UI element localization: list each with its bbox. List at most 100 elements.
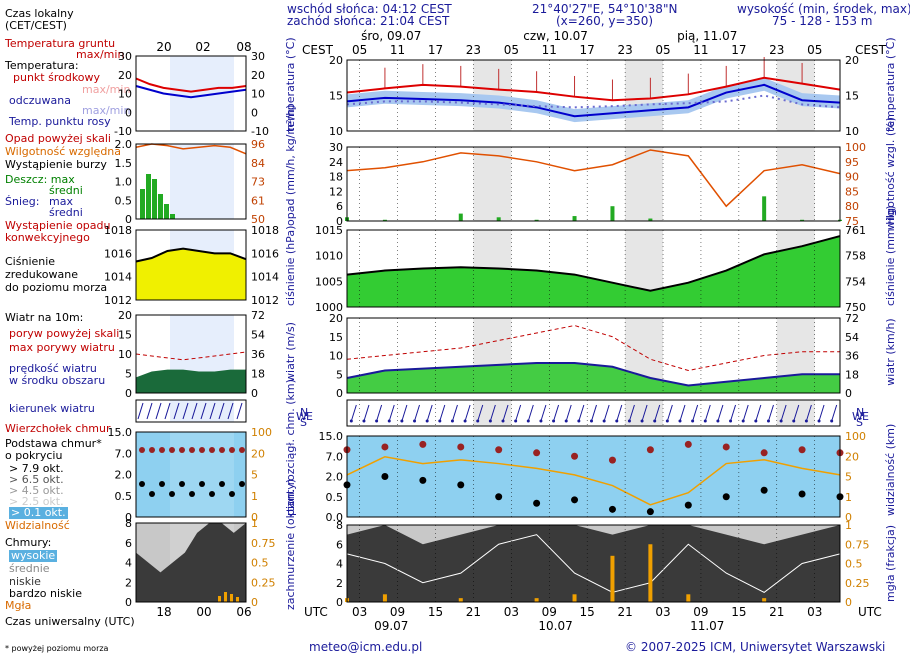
- small-cloud-top-dot: [139, 447, 145, 453]
- cloud-base-dot: [419, 476, 427, 484]
- small-cloud-base-dot: [219, 481, 225, 487]
- clouds-label: Chmury:: [5, 536, 52, 549]
- tick-label-right: 20: [845, 54, 859, 67]
- small-wind-arrow: [173, 402, 180, 420]
- wind-mean-label: prędkość wiatru: [9, 362, 97, 375]
- wind-arrow-head: [653, 419, 657, 423]
- cloud-base-dot: [495, 493, 503, 501]
- wind-arrow: [666, 404, 673, 422]
- cloud-base-dot: [571, 496, 579, 504]
- cloud-base-dot: [722, 493, 730, 501]
- small-tick-right: 100: [251, 426, 272, 439]
- local-hour-label: 23: [466, 43, 481, 57]
- small-tick-right: 72: [251, 309, 265, 322]
- tick-label-left: 20: [329, 54, 343, 67]
- compass-s-left: S: [300, 416, 307, 429]
- cloud-base-label2: o pokryciu: [5, 449, 63, 462]
- tick-label-left: 12: [329, 185, 343, 198]
- panel-frame-temp: [346, 59, 841, 132]
- tick-label-right: 0: [845, 387, 852, 400]
- fog-bar: [610, 555, 615, 602]
- small-tick-right: 73: [251, 176, 265, 189]
- wind-arrow-head: [830, 419, 834, 423]
- clouds-low-label: niskie: [9, 575, 41, 588]
- wind-arrow: [502, 404, 509, 422]
- small-tick-left: 0: [125, 596, 132, 609]
- wind-arrow-head: [754, 419, 758, 423]
- wind-arrow: [818, 404, 825, 422]
- rain-mid-label: średni: [49, 184, 83, 197]
- visibility-line: [346, 455, 841, 506]
- clouds-medium-label: średnie: [9, 562, 50, 575]
- small-tick-left: 1018: [104, 224, 132, 237]
- tick-label-left: 0: [336, 387, 343, 400]
- fog-bar: [648, 544, 653, 602]
- small-tick-right: 20: [251, 447, 265, 460]
- wind-arrow-head: [552, 419, 556, 423]
- panel-frame-cb: [346, 435, 841, 518]
- temp-label: Temperatura:: [5, 59, 79, 72]
- wind-arrow-head: [678, 419, 682, 423]
- tick-label-left: 8: [336, 519, 343, 532]
- small-pressure-line: [135, 247, 247, 263]
- gust-above-label: poryw powyżej skali: [9, 327, 120, 340]
- wind-arrow: [363, 404, 370, 422]
- wind-arrow: [730, 404, 737, 422]
- precip-bar: [648, 218, 653, 221]
- wind-arrow: [578, 404, 585, 422]
- small-tick-left: -10: [114, 125, 132, 138]
- compass-w-left: W: [296, 410, 307, 423]
- small-tick-left: 10: [118, 88, 132, 101]
- small-tick-left: 0: [125, 387, 132, 400]
- fog-bar: [686, 594, 691, 602]
- tick-label-right: 758: [845, 250, 866, 263]
- panel-frame-cl: [346, 524, 841, 603]
- small-cloud-top-dot: [239, 447, 245, 453]
- utc-label-left: UTC: [304, 605, 328, 619]
- temp-mid-label: punkt środkowy: [13, 71, 101, 84]
- okt5-label: > 0.1 okt.: [9, 506, 68, 519]
- utc-hour-label: 09: [390, 605, 405, 619]
- tick-label-right: 0.75: [845, 538, 870, 551]
- wind-arrow-head: [400, 419, 404, 423]
- small-top-hour: 08: [236, 40, 251, 54]
- utc-hour-label: 15: [580, 605, 595, 619]
- local-hour-label: 11: [390, 43, 405, 57]
- day-label-top: pią, 11.07: [677, 29, 737, 43]
- wind-arrow: [767, 404, 774, 422]
- night-band: [625, 60, 664, 131]
- night-band: [625, 147, 664, 221]
- fog-bar: [534, 598, 539, 602]
- tick-label-right: 80: [845, 200, 859, 213]
- local-hour-label: 05: [352, 43, 367, 57]
- humidity-line: [346, 149, 841, 208]
- wind-arrow-head: [564, 419, 568, 423]
- small-tick-right: 0.75: [251, 537, 276, 550]
- contact-email[interactable]: meteo@icm.edu.pl: [309, 640, 423, 654]
- tick-label-right: 1: [845, 491, 852, 504]
- wind-arrow-head: [766, 419, 770, 423]
- tick-label-right: 95: [845, 156, 859, 169]
- wind-arrow: [641, 404, 648, 422]
- panel-bg-cb: [347, 436, 840, 517]
- wind-arrow: [603, 404, 610, 422]
- small-wind-arrow: [137, 402, 144, 420]
- precip-bar: [800, 219, 805, 221]
- small-cloud-top-dot: [149, 447, 155, 453]
- wind-arrow: [489, 404, 496, 422]
- precip-bar: [572, 216, 577, 221]
- tick-label-left: 0: [336, 596, 343, 609]
- tick-label-left: 15: [329, 331, 343, 344]
- tick-label-right: 761: [845, 224, 866, 237]
- precip-above-label: Opad powyżej skali: [5, 132, 111, 145]
- small-wind-arrow: [200, 402, 207, 420]
- cloud-top-dot: [798, 446, 806, 454]
- wind-arrow: [464, 404, 471, 422]
- tick-label-left: 6: [336, 538, 343, 551]
- grid-text: (x=260, y=350): [556, 14, 654, 28]
- small-bottom-hour: 06: [236, 605, 251, 619]
- tick-label-left: 1010: [315, 250, 343, 263]
- okt1-label: > 7.9 okt.: [9, 462, 64, 475]
- wind-arrow-head: [804, 419, 808, 423]
- night-band: [473, 147, 512, 221]
